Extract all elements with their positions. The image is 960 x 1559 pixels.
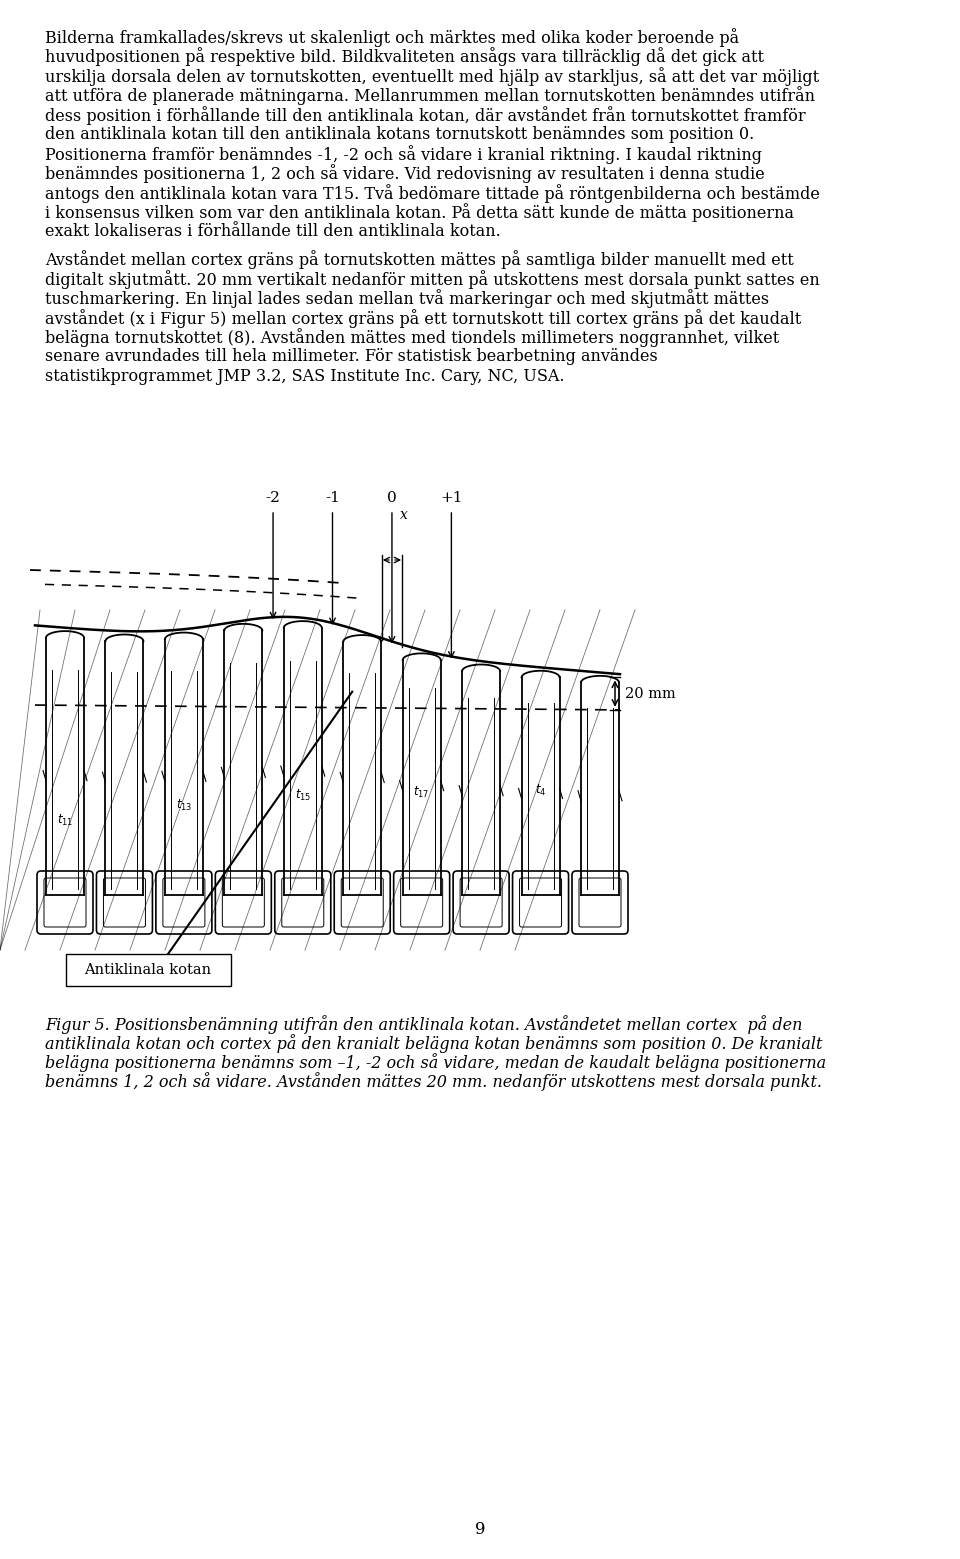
- Text: urskilja dorsala delen av tornutskotten, eventuellt med hjälp av starkljus, så a: urskilja dorsala delen av tornutskotten,…: [45, 67, 819, 86]
- Text: Antiklinala kotan: Antiklinala kotan: [84, 963, 211, 977]
- Text: att utföra de planerade mätningarna. Mellanrummen mellan tornutskotten benämndes: att utföra de planerade mätningarna. Mel…: [45, 86, 815, 106]
- Text: x: x: [400, 508, 408, 522]
- Text: avståndet (x i Figur 5) mellan cortex gräns på ett tornutskott till cortex gräns: avståndet (x i Figur 5) mellan cortex gr…: [45, 309, 802, 327]
- Text: 0: 0: [387, 491, 396, 505]
- Text: digitalt skjutmått. 20 mm vertikalt nedanför mitten på utskottens mest dorsala p: digitalt skjutmått. 20 mm vertikalt neda…: [45, 270, 820, 288]
- Text: huvudpositionen på respektive bild. Bildkvaliteten ansågs vara tillräcklig då de: huvudpositionen på respektive bild. Bild…: [45, 47, 764, 67]
- Text: $t_{13}$: $t_{13}$: [176, 798, 192, 812]
- Text: $t_{11}$: $t_{11}$: [57, 812, 73, 828]
- Text: benämndes positionerna 1, 2 och så vidare. Vid redovisning av resultaten i denna: benämndes positionerna 1, 2 och så vidar…: [45, 165, 765, 184]
- Text: Bilderna framkallades/skrevs ut skalenligt och märktes med olika koder beroende : Bilderna framkallades/skrevs ut skalenli…: [45, 28, 739, 47]
- Text: tuschmarkering. En linjal lades sedan mellan två markeringar och med skjutmått m: tuschmarkering. En linjal lades sedan me…: [45, 290, 769, 309]
- Text: $t_4$: $t_4$: [535, 783, 546, 798]
- Text: Figur 5. Positionsbenämning utifrån den antiklinala kotan. Avståndetet mellan co: Figur 5. Positionsbenämning utifrån den …: [45, 1015, 803, 1034]
- Text: antiklinala kotan och cortex på den kranialt belägna kotan benämns som position : antiklinala kotan och cortex på den kran…: [45, 1034, 823, 1052]
- Text: $t_{15}$: $t_{15}$: [295, 787, 311, 803]
- Text: statistikprogrammet JMP 3.2, SAS Institute Inc. Cary, NC, USA.: statistikprogrammet JMP 3.2, SAS Institu…: [45, 368, 564, 385]
- Text: i konsensus vilken som var den antiklinala kotan. På detta sätt kunde de mätta p: i konsensus vilken som var den antiklina…: [45, 204, 794, 223]
- Text: +1: +1: [440, 491, 463, 505]
- Text: belägna positionerna benämns som –1, -2 och så vidare, medan de kaudalt belägna : belägna positionerna benämns som –1, -2 …: [45, 1052, 827, 1073]
- Text: -1: -1: [325, 491, 340, 505]
- Text: Positionerna framför benämndes -1, -2 och så vidare i kranial riktning. I kaudal: Positionerna framför benämndes -1, -2 oc…: [45, 145, 762, 164]
- Text: senare avrundades till hela millimeter. För statistisk bearbetning användes: senare avrundades till hela millimeter. …: [45, 348, 658, 365]
- Bar: [65, 954, 230, 985]
- Text: benämns 1, 2 och så vidare. Avstånden mättes 20 mm. nedanför utskottens mest dor: benämns 1, 2 och så vidare. Avstånden mä…: [45, 1073, 822, 1091]
- Text: exakt lokaliseras i förhållande till den antiklinala kotan.: exakt lokaliseras i förhållande till den…: [45, 223, 501, 240]
- Text: Avståndet mellan cortex gräns på tornutskotten mättes på samtliga bilder manuell: Avståndet mellan cortex gräns på tornuts…: [45, 251, 794, 270]
- Text: dess position i förhållande till den antiklinala kotan, där avståndet från tornu: dess position i förhållande till den ant…: [45, 106, 805, 125]
- Text: den antiklinala kotan till den antiklinala kotans tornutskott benämndes som posi: den antiklinala kotan till den antiklina…: [45, 126, 755, 142]
- Text: -2: -2: [266, 491, 280, 505]
- Text: antogs den antiklinala kotan vara T15. Två bedömare tittade på röntgenbilderna o: antogs den antiklinala kotan vara T15. T…: [45, 184, 820, 203]
- Text: 9: 9: [475, 1522, 485, 1539]
- Text: belägna tornutskottet (8). Avstånden mättes med tiondels millimeters noggrannhet: belägna tornutskottet (8). Avstånden mät…: [45, 329, 780, 348]
- Text: 20 mm: 20 mm: [625, 686, 676, 700]
- Text: $t_{17}$: $t_{17}$: [414, 784, 430, 800]
